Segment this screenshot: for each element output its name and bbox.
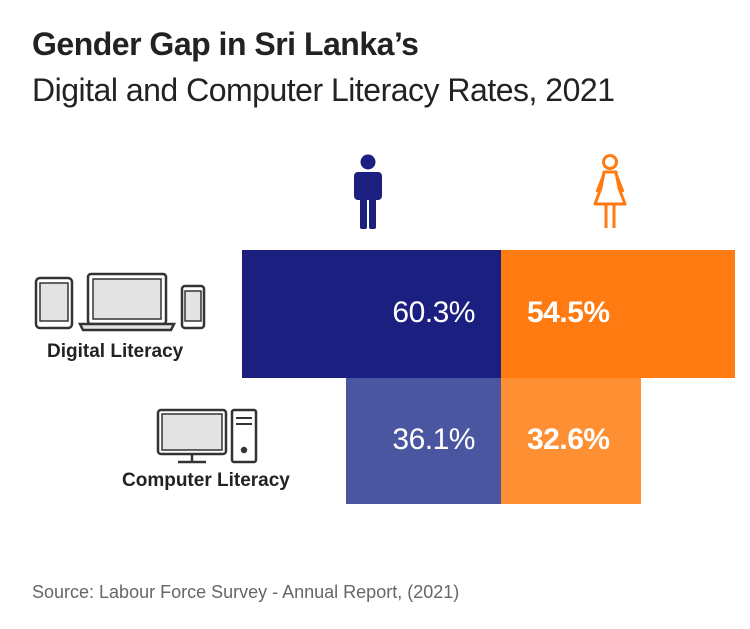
devices-icon bbox=[34, 270, 206, 334]
female-bar-computer bbox=[501, 378, 641, 504]
male-value-label-digital: 60.3% bbox=[392, 296, 475, 329]
source-note: Source: Labour Force Survey - Annual Rep… bbox=[32, 582, 460, 602]
male-value-label-computer: 36.1% bbox=[392, 423, 475, 456]
category-label-computer: Computer Literacy bbox=[122, 470, 290, 491]
category-label-digital: Digital Literacy bbox=[47, 341, 184, 362]
male-bar-computer bbox=[346, 378, 501, 504]
male-icon bbox=[350, 154, 386, 230]
male-bar-digital bbox=[242, 250, 501, 378]
female-icon bbox=[592, 154, 628, 230]
chart-subtitle: Digital and Computer Literacy Rates, 202… bbox=[32, 72, 615, 108]
chart-title: Gender Gap in Sri Lanka’s bbox=[32, 26, 419, 62]
female-value-label-digital: 54.5% bbox=[527, 296, 610, 329]
female-value-label-computer: 32.6% bbox=[527, 423, 610, 456]
female-bar-digital bbox=[501, 250, 735, 378]
desktop-computer-icon bbox=[156, 406, 260, 466]
